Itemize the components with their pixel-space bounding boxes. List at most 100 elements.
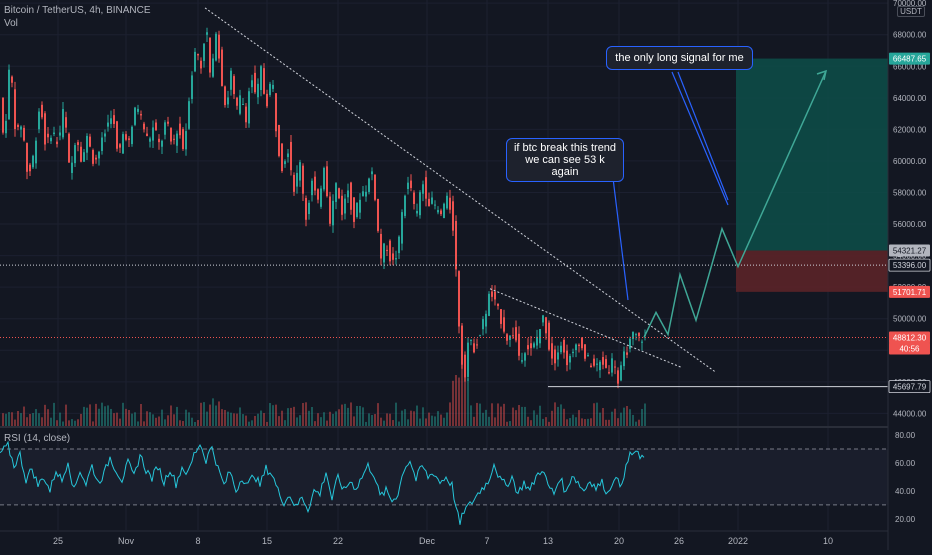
- volume-bar: [416, 405, 418, 426]
- volume-bar: [305, 402, 307, 426]
- price-tick-label: 60000.00: [893, 157, 927, 166]
- candle-body: [368, 178, 370, 192]
- volume-bar: [635, 421, 637, 426]
- volume-bar: [608, 419, 610, 426]
- candle-body: [491, 291, 493, 297]
- volume-bar: [485, 409, 487, 426]
- candle-body: [23, 127, 25, 141]
- volume-bar: [143, 421, 145, 426]
- candle-body: [215, 33, 217, 61]
- volume-bar: [203, 402, 205, 426]
- volume-bar: [344, 403, 346, 426]
- price-tick-label: 62000.00: [893, 125, 927, 134]
- volume-bar: [308, 410, 310, 426]
- volume-bar: [290, 407, 292, 426]
- volume-bar: [476, 402, 478, 426]
- candle-body: [239, 95, 241, 114]
- volume-bar: [614, 408, 616, 426]
- note-line-1: if btc break this trend: [513, 142, 617, 154]
- volume-bar: [368, 413, 370, 426]
- volume-label[interactable]: Vol: [4, 18, 18, 29]
- volume-bar: [542, 418, 544, 426]
- volume-bar: [155, 417, 157, 426]
- volume-bar: [128, 410, 130, 426]
- volume-bar: [599, 412, 601, 426]
- volume-bar: [317, 413, 319, 426]
- candle-body: [608, 372, 610, 374]
- candle-body: [587, 355, 589, 357]
- candle-body: [98, 151, 100, 159]
- candle-body: [611, 358, 613, 373]
- candle-body: [335, 183, 337, 202]
- volume-bar: [2, 413, 4, 426]
- candle-body: [206, 32, 208, 35]
- volume-bar: [134, 412, 136, 426]
- volume-bar: [617, 418, 619, 426]
- candle-body: [140, 114, 142, 116]
- symbol-title[interactable]: Bitcoin / TetherUS, 4h, BINANCE: [4, 5, 151, 16]
- currency-button[interactable]: USDT: [897, 6, 925, 17]
- price-tick-label: 68000.00: [893, 31, 927, 40]
- candle-body: [56, 141, 58, 145]
- rsi-label[interactable]: RSI (14, close): [4, 433, 71, 444]
- trend-break-note[interactable]: if btc break this trend we can see 53 k …: [506, 138, 624, 182]
- candle-body: [578, 344, 580, 346]
- volume-bar: [269, 403, 271, 426]
- candle-body: [155, 122, 157, 131]
- candle-body: [377, 198, 379, 231]
- volume-bar: [389, 413, 391, 426]
- candle-body: [59, 132, 61, 136]
- volume-bar: [149, 412, 151, 426]
- candle-body: [29, 164, 31, 172]
- volume-bar: [470, 405, 472, 426]
- candle-body: [179, 123, 181, 136]
- candle-body: [17, 124, 19, 127]
- candle-body: [107, 122, 109, 127]
- candle-body: [365, 191, 367, 197]
- volume-bar: [59, 412, 61, 426]
- time-tick-label: 15: [262, 536, 272, 546]
- candle-body: [20, 126, 22, 130]
- candle-body: [71, 162, 73, 173]
- volume-bar: [50, 417, 52, 426]
- candle-body: [188, 101, 190, 129]
- volume-bar: [116, 412, 118, 426]
- candle-body: [89, 136, 91, 147]
- volume-bar: [275, 404, 277, 426]
- time-tick-label: 22: [333, 536, 343, 546]
- candle-body: [620, 365, 622, 381]
- candle-body: [287, 153, 289, 158]
- candle-body: [146, 133, 148, 137]
- candle-body: [266, 93, 268, 107]
- volume-bar: [518, 405, 520, 426]
- volume-bar: [575, 417, 577, 426]
- volume-bar: [302, 403, 304, 426]
- volume-bar: [47, 409, 49, 426]
- price-tick-label: 70000.00: [893, 0, 927, 8]
- volume-bar: [92, 421, 94, 426]
- volume-bar: [239, 407, 241, 426]
- candle-body: [176, 133, 178, 146]
- candle-body: [383, 243, 385, 263]
- volume-bar: [452, 380, 454, 426]
- volume-bar: [551, 410, 553, 426]
- candle-body: [461, 325, 463, 365]
- volume-bar: [641, 408, 643, 426]
- candle-body: [341, 195, 343, 215]
- volume-bar: [569, 418, 571, 426]
- volume-bar: [581, 418, 583, 426]
- long-signal-note[interactable]: the only long signal for me: [606, 46, 753, 70]
- candle-body: [5, 120, 7, 134]
- volume-bar: [500, 406, 502, 426]
- volume-bar: [590, 418, 592, 426]
- volume-bar: [362, 407, 364, 426]
- volume-bar: [371, 414, 373, 426]
- candle-body: [434, 204, 436, 206]
- volume-bar: [35, 409, 37, 426]
- candle-body: [617, 370, 619, 384]
- candle-body: [422, 184, 424, 194]
- volume-bar: [503, 403, 505, 426]
- candle-body: [512, 335, 514, 337]
